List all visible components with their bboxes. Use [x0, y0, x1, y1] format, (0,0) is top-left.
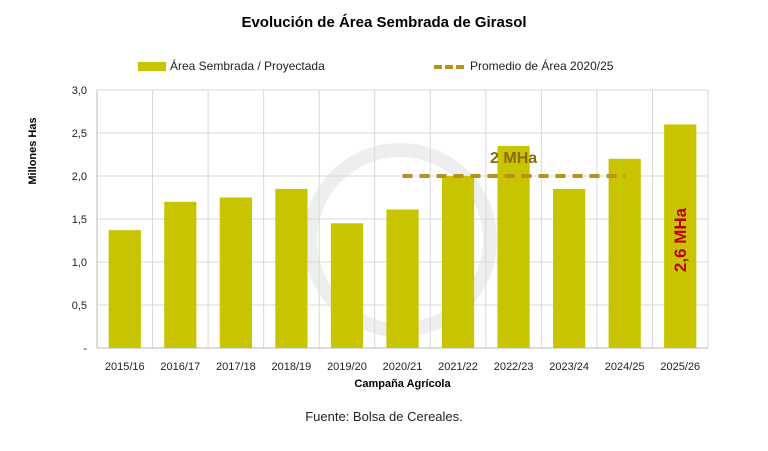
x-axis-label: Campaña Agrícola [354, 378, 451, 390]
bar-2020-21 [386, 209, 419, 348]
y-tick-label: 1,5 [72, 214, 87, 226]
bar-2015-16 [108, 230, 141, 348]
chart-title: Evolución de Área Sembrada de Girasol [241, 14, 527, 31]
legend-swatch-average [434, 65, 464, 69]
annotation-label: 2,6 MHa [671, 207, 690, 272]
bar-2018-19 [275, 188, 308, 348]
y-tick-label: 3,0 [72, 85, 87, 97]
bar-2022-23 [497, 145, 530, 348]
bar-2019-20 [330, 223, 364, 348]
x-tick-label: 2019/20 [327, 361, 367, 373]
bar-2017-18 [219, 197, 252, 348]
source-note: Fuente: Bolsa de Cereales. [305, 409, 463, 424]
x-tick-label: 2015/16 [105, 361, 145, 373]
y-tick-label: 2,0 [72, 171, 87, 183]
x-tick-label: 2024/25 [605, 361, 645, 373]
x-tick-label: 2017/18 [216, 361, 256, 373]
x-tick-label: 2025/26 [660, 361, 700, 373]
y-tick-label: 2,5 [72, 128, 87, 140]
legend-swatch-bars [138, 62, 166, 71]
x-tick-label: 2016/17 [160, 361, 200, 373]
legend-label-average: Promedio de Área 2020/25 [470, 59, 614, 73]
bar-2023-24 [553, 188, 586, 348]
bar-2021-22 [441, 176, 475, 348]
x-tick-label: 2023/24 [549, 361, 589, 373]
bar-2016-17 [164, 201, 197, 348]
y-tick-label: 0,5 [72, 300, 87, 312]
bar-2024-25 [608, 158, 641, 348]
legend-label-bars: Área Sembrada / Proyectada [170, 59, 325, 73]
x-tick-label: 2020/21 [383, 361, 423, 373]
y-tick-label: - [83, 343, 87, 355]
x-tick-label: 2018/19 [272, 361, 312, 373]
average-label: 2 MHa [490, 150, 537, 167]
bar-2025-26 [664, 124, 697, 349]
y-tick-label: 1,0 [72, 257, 87, 269]
x-tick-label: 2021/22 [438, 361, 478, 373]
x-tick-label: 2022/23 [494, 361, 534, 373]
